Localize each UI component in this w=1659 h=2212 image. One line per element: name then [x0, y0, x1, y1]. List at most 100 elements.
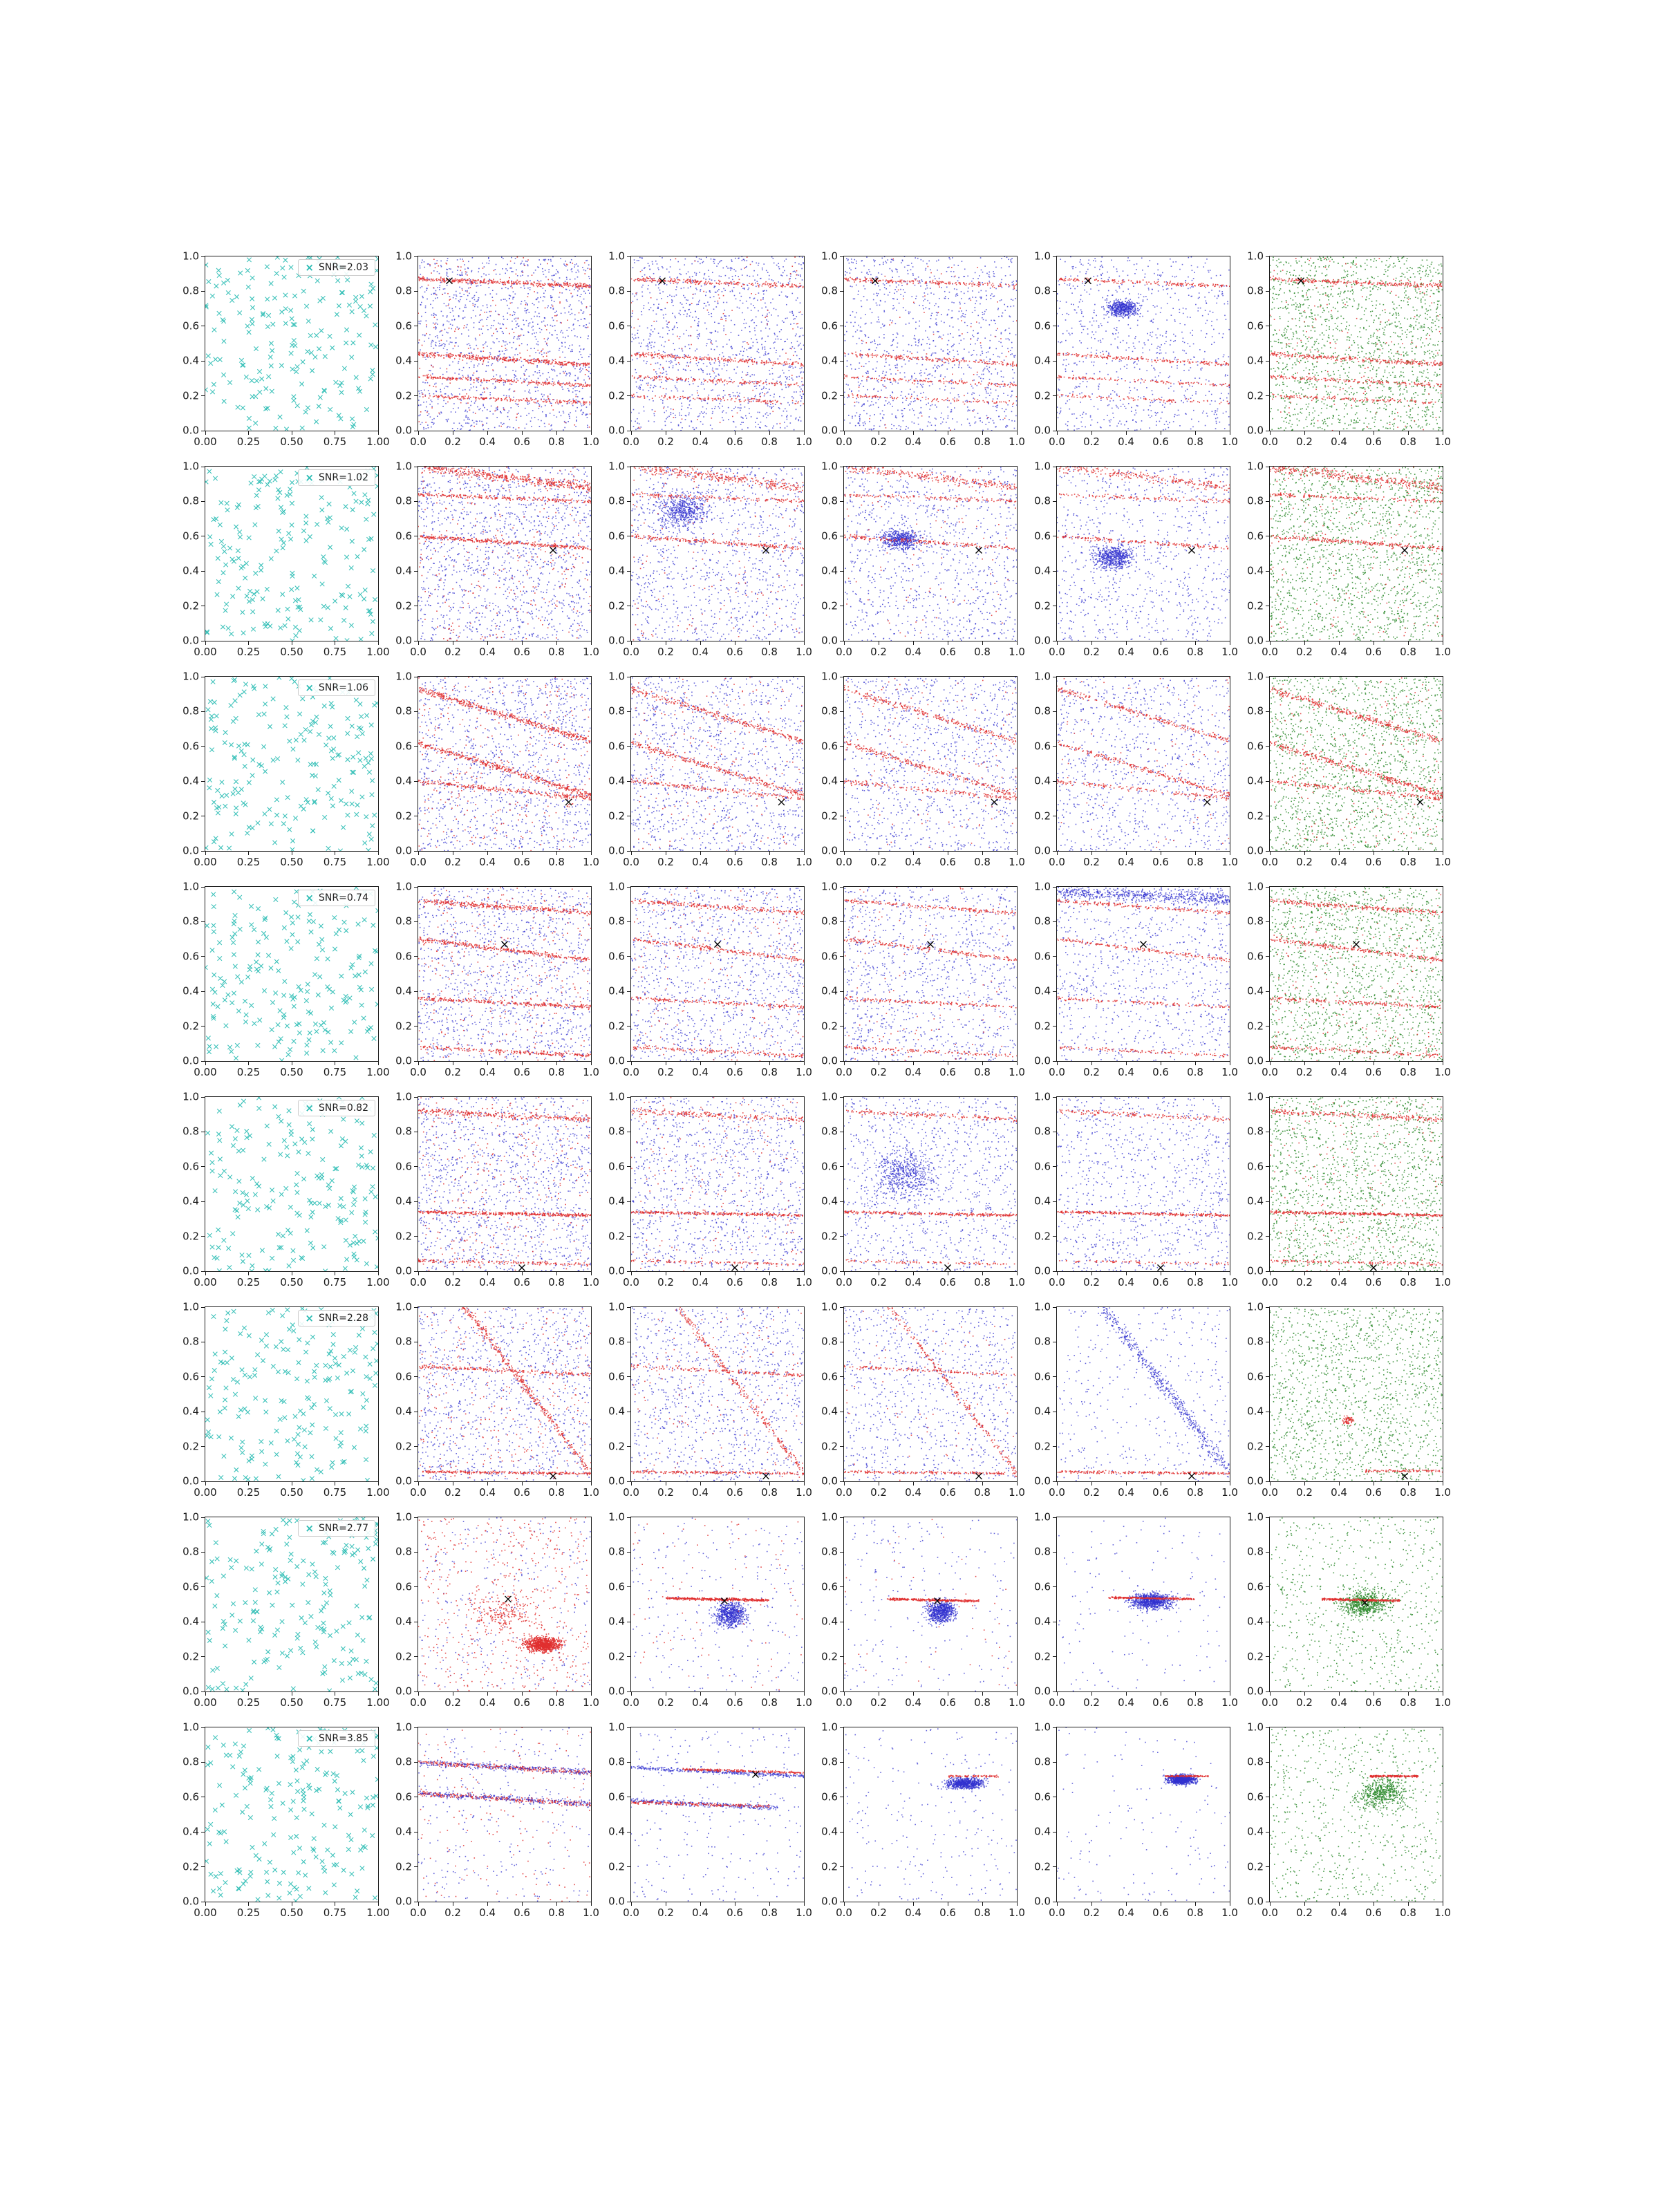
y-tick-label: 0.2	[821, 1650, 838, 1663]
x-tick-mark	[487, 1482, 488, 1485]
y-tick-mark	[414, 1446, 418, 1447]
y-tick-label: 0.2	[182, 1020, 199, 1033]
y-tick-label: 0.0	[1247, 1474, 1264, 1488]
y-tick-mark	[1266, 1831, 1269, 1833]
x-tick-label: 0.2	[1296, 646, 1313, 658]
plot-area	[630, 1727, 805, 1902]
x-tick-mark	[700, 641, 701, 645]
y-tick-mark	[1053, 780, 1056, 782]
x-tick-mark	[1407, 1482, 1409, 1485]
y-tick-label: 0.0	[395, 1264, 412, 1277]
x-tick-mark	[1091, 1902, 1092, 1906]
x-tick-label: 0.4	[692, 1486, 709, 1499]
x-tick-label: 0.0	[410, 1066, 427, 1078]
x-tick-label: 0.4	[692, 1696, 709, 1709]
x-tick-mark	[1194, 641, 1196, 645]
x-tick-label: 0.2	[1296, 435, 1313, 448]
plot-area	[630, 1306, 805, 1482]
y-tick-mark	[627, 256, 630, 257]
scatter-canvas	[844, 467, 1017, 641]
y-tick-label: 0.8	[182, 1545, 199, 1558]
y-tick-label: 0.0	[608, 1264, 625, 1277]
y-tick-mark	[414, 1060, 418, 1062]
y-tick-mark	[627, 1656, 630, 1658]
x-tick-mark	[1091, 852, 1092, 855]
y-tick-mark	[1266, 1201, 1269, 1202]
x-tick-mark	[912, 641, 914, 645]
x-tick-label: 0.4	[1118, 1276, 1134, 1288]
y-tick-label: 0.2	[608, 809, 625, 823]
y-tick-mark	[1053, 956, 1056, 957]
x-tick-mark	[377, 431, 379, 435]
scatter-canvas	[418, 1727, 591, 1902]
x-tick-mark	[590, 1272, 592, 1275]
x-tick-label: 1.0	[796, 646, 812, 658]
x-tick-label: 0.0	[1262, 1276, 1278, 1288]
x-tick-mark	[487, 1062, 488, 1065]
y-tick-mark	[627, 1691, 630, 1692]
y-tick-label: 0.0	[182, 1264, 199, 1277]
x-tick-label: 0.50	[280, 856, 303, 868]
plot-area	[843, 466, 1018, 641]
x-tick-mark	[248, 1692, 249, 1696]
plot-panel: 0.0 0.2 0.4 0.6 0.8 1.0 0.0 0.2 0.4 0.6 0.8 1.0	[812, 1512, 1025, 1723]
y-tick-mark	[414, 1026, 418, 1027]
scatter-canvas	[844, 1097, 1017, 1271]
legend: × SNR=2.03	[298, 259, 375, 276]
y-tick-label: 0.6	[1034, 1160, 1051, 1173]
x-tick-mark	[521, 852, 523, 855]
x-tick-mark	[769, 1482, 770, 1485]
y-tick-mark	[414, 256, 418, 257]
plot-panel: 0.0 0.2 0.4 0.6 0.8 1.0 0.0 0.2 0.4 0.6 0.8 1.0	[599, 461, 812, 672]
y-tick-mark	[1053, 395, 1056, 397]
y-tick-mark	[1053, 850, 1056, 852]
x-tick-label: 0.75	[323, 435, 347, 448]
x-tick-mark	[982, 1062, 983, 1065]
y-tick-label: 0.0	[1247, 634, 1264, 647]
x-tick-mark	[590, 1902, 592, 1906]
scatter-canvas	[418, 677, 591, 851]
x-tick-label: 0.0	[1049, 1486, 1065, 1499]
x-tick-mark	[769, 1272, 770, 1275]
scatter-canvas	[1057, 1727, 1230, 1902]
x-tick-label: 0.0	[1262, 646, 1278, 658]
y-tick-mark	[201, 1271, 205, 1272]
legend: × SNR=0.82	[298, 1100, 375, 1116]
y-tick-mark	[840, 1761, 843, 1763]
y-tick-mark	[627, 1727, 630, 1728]
y-tick-label: 0.8	[608, 1125, 625, 1138]
x-tick-label: 0.25	[236, 1276, 261, 1288]
x-tick-label: 0.00	[194, 1906, 217, 1919]
y-tick-mark	[201, 1201, 205, 1202]
x-tick-label: 0.6	[1152, 1276, 1169, 1288]
y-tick-label: 0.6	[821, 1790, 838, 1803]
x-tick-label: 0.2	[870, 1276, 887, 1288]
y-tick-label: 0.4	[1034, 1615, 1051, 1628]
y-tick-mark	[1053, 1727, 1056, 1728]
y-tick-mark	[840, 1376, 843, 1378]
x-tick-mark	[205, 1272, 206, 1275]
y-tick-label: 0.8	[821, 1335, 838, 1348]
y-tick-label: 0.6	[1034, 950, 1051, 963]
snr-label: SNR=0.82	[319, 1103, 368, 1114]
x-tick-mark	[556, 1272, 557, 1275]
y-tick-label: 0.8	[1247, 1545, 1264, 1558]
y-tick-mark	[840, 1446, 843, 1447]
plot-panel: 0.0 0.2 0.4 0.6 0.8 1.0 0.0 0.2 0.4 0.6 0.8 1.0	[812, 671, 1025, 882]
plot-area	[1269, 1727, 1443, 1902]
y-tick-label: 1.0	[821, 880, 838, 893]
x-tick-label: 0.2	[657, 1066, 674, 1078]
x-tick-label: 0.4	[1118, 1066, 1134, 1078]
y-tick-label: 0.4	[1034, 1405, 1051, 1418]
x-tick-mark	[630, 1272, 632, 1275]
y-tick-mark	[414, 746, 418, 747]
legend: × SNR=1.06	[298, 679, 375, 696]
y-tick-label: 0.8	[1247, 1125, 1264, 1138]
x-tick-label: 1.0	[1434, 1066, 1451, 1078]
x-tick-label: 0.00	[194, 1066, 217, 1078]
x-tick-label: 0.4	[692, 1066, 709, 1078]
x-tick-label: 0.75	[323, 1696, 347, 1709]
y-tick-mark	[840, 360, 843, 362]
legend: × SNR=0.74	[298, 890, 375, 906]
y-tick-label: 1.0	[1247, 1510, 1264, 1524]
